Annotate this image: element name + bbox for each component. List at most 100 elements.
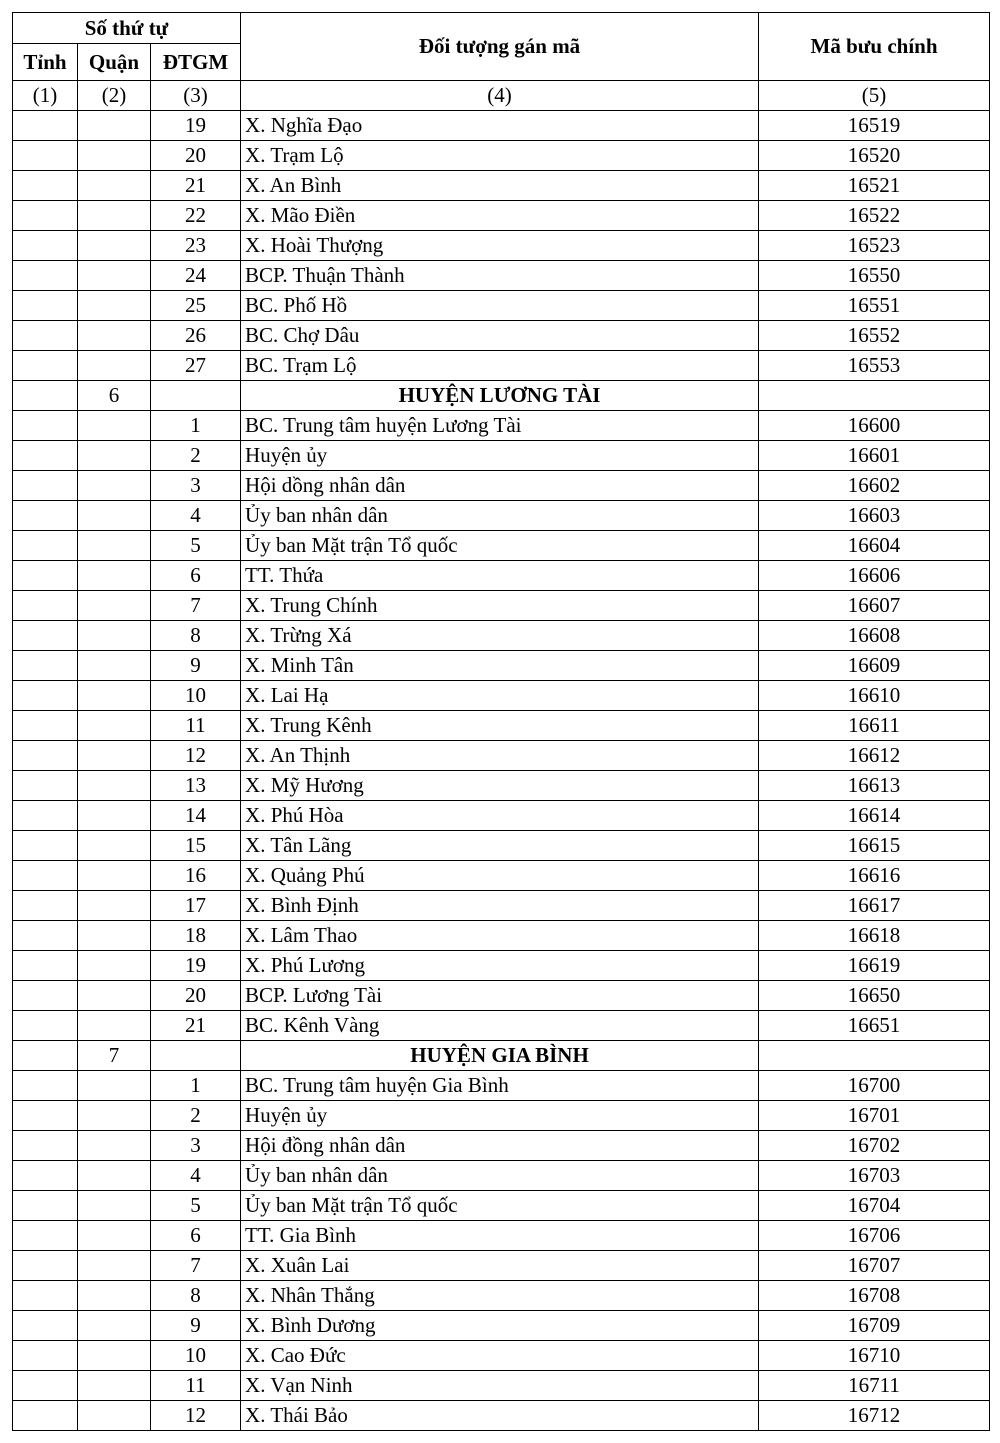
object-name-cell: X. Minh Tân (240, 650, 760, 681)
object-name-cell: X. Trung Kênh (240, 710, 760, 741)
province-cell (12, 920, 78, 951)
dtgm-cell: 14 (149, 800, 242, 831)
postal-code-cell: 16617 (758, 890, 991, 921)
province-cell (12, 560, 78, 591)
dtgm-cell: 2 (149, 440, 242, 471)
district-header-row: 7 HUYỆN GIA BÌNH (12, 1040, 991, 1071)
object-name-cell: X. Cao Đức (240, 1340, 760, 1371)
district-cell (77, 860, 151, 891)
table-row: 17 X. Bình Định 16617 (12, 890, 991, 921)
table-row: 16 X. Quảng Phú 16616 (12, 860, 991, 891)
postal-code-cell: 16701 (758, 1100, 991, 1131)
object-name-cell: BC. Trung tâm huyện Gia Bình (240, 1070, 760, 1101)
province-cell (12, 1340, 78, 1371)
district-cell (77, 710, 151, 741)
table-row: 10 X. Lai Hạ 16610 (12, 680, 991, 711)
object-name-cell: BCP. Thuận Thành (240, 260, 760, 291)
object-name-cell: X. Vạn Ninh (240, 1370, 760, 1401)
dtgm-cell: 2 (149, 1100, 242, 1131)
province-cell (12, 1310, 78, 1341)
province-cell (12, 110, 78, 141)
object-name-cell: TT. Thứa (240, 560, 760, 591)
dtgm-cell: 11 (149, 1370, 242, 1401)
province-cell (12, 1280, 78, 1311)
province-cell (12, 830, 78, 861)
table-row: 19 X. Nghĩa Đạo 16519 (12, 110, 991, 141)
postal-code-cell: 16704 (758, 1190, 991, 1221)
postal-code-cell: 16603 (758, 500, 991, 531)
table-row: 27 BC. Trạm Lộ 16553 (12, 350, 991, 381)
district-cell (77, 680, 151, 711)
district-cell (77, 1250, 151, 1281)
province-cell (12, 770, 78, 801)
district-cell (77, 200, 151, 231)
province-cell (12, 350, 78, 381)
district-name-cell: HUYỆN LƯƠNG TÀI (240, 380, 760, 411)
dtgm-cell: 15 (149, 830, 242, 861)
table-row: 11 X. Vạn Ninh 16711 (12, 1370, 991, 1401)
object-name-cell: X. Nhân Thắng (240, 1280, 760, 1311)
postal-code-cell (758, 380, 991, 411)
table-row: 6 TT. Thứa 16606 (12, 560, 991, 591)
district-cell (77, 290, 151, 321)
table-row: 10 X. Cao Đức 16710 (12, 1340, 991, 1371)
table-row: 2 Huyện ủy 16601 (12, 440, 991, 471)
province-cell (12, 1220, 78, 1251)
province-cell (12, 500, 78, 531)
dtgm-cell: 6 (149, 560, 242, 591)
col-number-2: (2) (77, 80, 151, 111)
dtgm-cell: 24 (149, 260, 242, 291)
district-cell (77, 260, 151, 291)
district-cell (77, 1340, 151, 1371)
province-cell (12, 1370, 78, 1401)
table-row: 5 Ủy ban Mặt trận Tổ quốc 16604 (12, 530, 991, 561)
postal-code-cell: 16619 (758, 950, 991, 981)
province-cell (12, 1250, 78, 1281)
dtgm-cell: 23 (149, 230, 242, 261)
object-name-cell: X. Bình Dương (240, 1310, 760, 1341)
table-row: 6 TT. Gia Bình 16706 (12, 1220, 991, 1251)
district-cell (77, 1220, 151, 1251)
table-row: 4 Ủy ban nhân dân 16703 (12, 1160, 991, 1191)
postal-code-cell: 16608 (758, 620, 991, 651)
dtgm-cell: 20 (149, 140, 242, 171)
object-name-cell: X. Thái Bảo (240, 1400, 760, 1431)
province-cell (12, 1100, 78, 1131)
dtgm-cell: 21 (149, 170, 242, 201)
province-cell (12, 140, 78, 171)
postal-code-table: Số thứ tự Đối tượng gán mã Mã bưu chính … (11, 12, 991, 1431)
district-cell (77, 950, 151, 981)
province-cell (12, 1160, 78, 1191)
dtgm-cell: 21 (149, 1010, 242, 1041)
province-cell (12, 380, 78, 411)
table-row: 13 X. Mỹ Hương 16613 (12, 770, 991, 801)
dtgm-cell: 5 (149, 1190, 242, 1221)
header-postal-code: Mã bưu chính (758, 12, 991, 81)
table-row: 12 X. An Thịnh 16612 (12, 740, 991, 771)
dtgm-cell: 19 (149, 950, 242, 981)
object-name-cell: X. An Bình (240, 170, 760, 201)
object-name-cell: BC. Kênh Vàng (240, 1010, 760, 1041)
object-name-cell: TT. Gia Bình (240, 1220, 760, 1251)
district-cell (77, 560, 151, 591)
district-cell (77, 770, 151, 801)
table-row: 11 X. Trung Kênh 16611 (12, 710, 991, 741)
district-cell (77, 920, 151, 951)
dtgm-cell: 7 (149, 1250, 242, 1281)
province-cell (12, 440, 78, 471)
object-name-cell: X. Trung Chính (240, 590, 760, 621)
postal-code-cell: 16551 (758, 290, 991, 321)
district-cell (77, 590, 151, 621)
district-cell (77, 650, 151, 681)
province-cell (12, 980, 78, 1011)
table-row: 8 X. Trừng Xá 16608 (12, 620, 991, 651)
postal-code-cell: 16604 (758, 530, 991, 561)
district-cell (77, 830, 151, 861)
district-cell (77, 170, 151, 201)
object-name-cell: Ủy ban Mặt trận Tổ quốc (240, 530, 760, 561)
dtgm-cell: 27 (149, 350, 242, 381)
district-cell (77, 1070, 151, 1101)
col-number-1: (1) (12, 80, 78, 111)
dtgm-cell: 3 (149, 1130, 242, 1161)
table-row: 20 BCP. Lương Tài 16650 (12, 980, 991, 1011)
